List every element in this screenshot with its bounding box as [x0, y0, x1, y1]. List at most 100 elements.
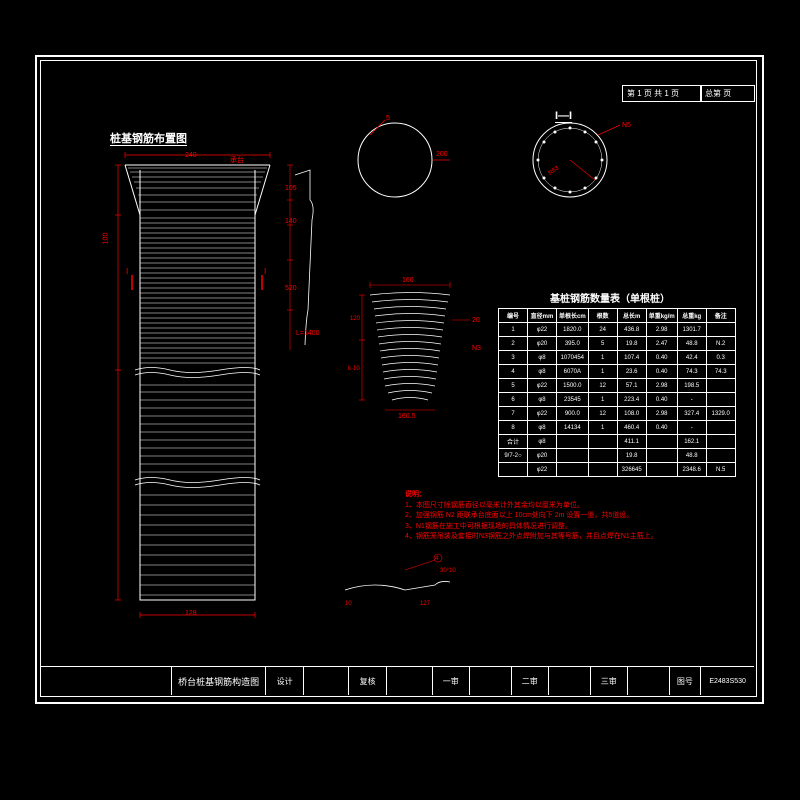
table-cell: [588, 463, 617, 477]
table-cell: -: [677, 393, 706, 407]
table-cell: [706, 393, 735, 407]
table-cell: 108.0: [617, 407, 646, 421]
table-cell: φ8: [528, 421, 557, 435]
table-cell: φ8: [528, 365, 557, 379]
dim-r-520: 520: [285, 285, 297, 292]
dim-r-140: 140: [285, 218, 297, 225]
table-cell: φ22: [528, 323, 557, 337]
svg-text:I: I: [264, 267, 266, 276]
table-cell: 19.8: [617, 449, 646, 463]
table-cell: 48.8: [677, 449, 706, 463]
table-cell: 327.4: [677, 407, 706, 421]
table-cell: 2.98: [646, 323, 677, 337]
tb-dwgno-label: 图号: [670, 667, 702, 695]
table-cell: φ20: [528, 337, 557, 351]
table-cell: 1329.0: [706, 407, 735, 421]
table-cell: [706, 421, 735, 435]
title-block: 桥台桩基钢筋构造图 设计 复核 一审 二审 三审 图号 E2483S530: [41, 666, 754, 695]
svg-text:20: 20: [472, 317, 480, 324]
table-row: 3φ810704541107.40.4042.40.3: [499, 351, 736, 365]
table-cell: 8: [499, 421, 528, 435]
table-cell: 12: [588, 379, 617, 393]
table-cell: 0.40: [646, 393, 677, 407]
table-cell: φ8: [528, 435, 557, 449]
table-cell: [646, 449, 677, 463]
table-header-cell: 总重kg: [677, 309, 706, 323]
dim-cap-label: 承台: [230, 155, 244, 165]
table-row: 8φ8141341460.40.40-: [499, 421, 736, 435]
table-cell: 1: [588, 421, 617, 435]
tb-dwgno: E2483S530: [701, 667, 754, 695]
table-header-cell: 备注: [706, 309, 735, 323]
table-cell: [646, 463, 677, 477]
svg-text:k·10: k·10: [348, 366, 360, 372]
table-cell: 19.8: [617, 337, 646, 351]
table-cell: N.2: [706, 337, 735, 351]
svg-text:127: 127: [420, 601, 431, 607]
notes-block: 说明： 1、本图尺寸除钢筋直径以毫米计外其余均以厘米为单位。 2、加强钢筋 N2…: [405, 490, 658, 543]
table-cell: 6070A: [557, 365, 589, 379]
table-row: 合计φ8411.1162.1: [499, 435, 736, 449]
table-cell: N.5: [706, 463, 735, 477]
svg-text:30°10: 30°10: [440, 568, 456, 574]
table-row: 4φ86070A123.60.4074.374.3: [499, 365, 736, 379]
table-cell: 0.3: [706, 351, 735, 365]
table-row: 1φ221820.024436.82.981301.7: [499, 323, 736, 337]
table-cell: φ22: [528, 463, 557, 477]
table-cell: 23545: [557, 393, 589, 407]
table-row: 7φ22900.012108.02.98327.41329.0: [499, 407, 736, 421]
table-row: 2φ20395.0519.82.4748.8N.2: [499, 337, 736, 351]
svg-text:160: 160: [402, 277, 414, 284]
table-cell: 74.3: [677, 365, 706, 379]
table-cell: 2.47: [646, 337, 677, 351]
dim-r-L: L=1400: [296, 330, 320, 337]
table-cell: 460.4: [617, 421, 646, 435]
svg-text:N5: N5: [622, 122, 631, 129]
table-cell: 198.5: [677, 379, 706, 393]
table-cell: 223.4: [617, 393, 646, 407]
table-cell: 0.40: [646, 351, 677, 365]
note-1: 1、本图尺寸除钢筋直径以毫米计外其余均以厘米为单位。: [405, 501, 658, 512]
svg-text:10: 10: [345, 601, 352, 607]
table-cell: [557, 463, 589, 477]
table-row: 5φ221500.01257.12.98198.5: [499, 379, 736, 393]
note-4: 4、钢筋笼吊装及套接时N3钢筋之外点焊附加与其等号筋，并且点焊在N1主筋上。: [405, 532, 658, 543]
table-cell: 6: [499, 393, 528, 407]
table-cell: 1: [588, 393, 617, 407]
table-cell: 4: [499, 365, 528, 379]
rebar-quantity-table: 编号直径mm单根长cm根数总长m单重kg/m总重kg备注 1φ221820.02…: [498, 308, 736, 477]
svg-text:5: 5: [386, 115, 390, 122]
drawing-title: 桥台桩基钢筋构造图: [172, 667, 266, 695]
svg-text:N3: N3: [472, 345, 481, 352]
table-cell: 2.98: [646, 379, 677, 393]
note-3: 3、N1钢筋在施工中可根据现场的具体情况进行调整。: [405, 522, 658, 533]
table-cell: φ22: [528, 379, 557, 393]
note-2: 2、加强钢筋 N2 距联承台底面以上 10cm处向下 2m 设置一道，共5道设。: [405, 511, 658, 522]
table-header-cell: 单重kg/m: [646, 309, 677, 323]
table-header-cell: 编号: [499, 309, 528, 323]
tb-second-label: 二审: [512, 667, 549, 695]
table-cell: [706, 435, 735, 449]
table-cell: 2348.6: [677, 463, 706, 477]
table-cell: 2.98: [646, 407, 677, 421]
table-cell: 2: [499, 337, 528, 351]
table-header-cell: 单根长cm: [557, 309, 589, 323]
svg-text:R63: R63: [548, 165, 561, 177]
table-cell: 162.1: [677, 435, 706, 449]
table-cell: 42.4: [677, 351, 706, 365]
svg-text:200: 200: [436, 151, 448, 158]
notes-title: 说明：: [405, 490, 658, 501]
table-cell: 12: [588, 407, 617, 421]
table-cell: 9/7-2○: [499, 449, 528, 463]
svg-text:160.5: 160.5: [398, 413, 416, 420]
table-cell: 0.40: [646, 421, 677, 435]
table-cell: φ20: [528, 449, 557, 463]
table-cell: [557, 435, 589, 449]
table-cell: 74.3: [706, 365, 735, 379]
table-cell: 1: [588, 365, 617, 379]
table-cell: φ8: [528, 393, 557, 407]
table-cell: 7: [499, 407, 528, 421]
table-row: 6φ8235451223.40.40-: [499, 393, 736, 407]
table-cell: 1: [588, 351, 617, 365]
table-cell: 1070454: [557, 351, 589, 365]
